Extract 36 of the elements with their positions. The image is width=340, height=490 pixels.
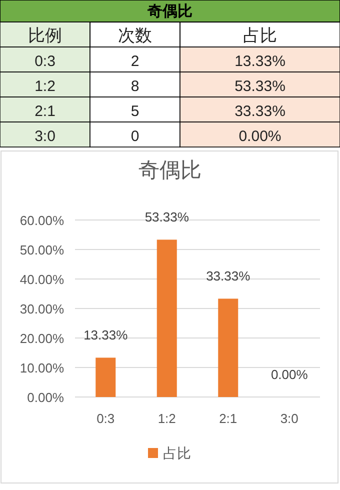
- bar: [218, 298, 238, 397]
- y-tick-label: 10.00%: [20, 360, 64, 376]
- text: 0.00%: [270, 367, 308, 382]
- y-tick-label: 0.00%: [27, 390, 64, 405]
- chart-title: 奇偶比: [138, 159, 202, 182]
- text: 53.33%: [234, 78, 286, 95]
- text: 2:1: [34, 103, 56, 120]
- y-tick-label: 20.00%: [20, 331, 64, 346]
- text: 33.33%: [206, 268, 250, 284]
- text: 13.33%: [84, 328, 128, 343]
- y-tick-label: 40.00%: [20, 272, 64, 287]
- x-tick-label: 3:0: [280, 411, 298, 426]
- y-tick-label: 60.00%: [20, 213, 64, 228]
- text: 0: [130, 128, 140, 145]
- category-label: 占比: [243, 26, 277, 45]
- x-tick-label: 0:3: [96, 411, 115, 426]
- y-tick-label: 30.00%: [20, 302, 64, 316]
- legend-label: 占比: [163, 445, 191, 461]
- bar: [156, 240, 177, 397]
- category-label: 比例: [28, 26, 62, 45]
- text: 1:2: [34, 78, 56, 95]
- text: 奇偶比: [146, 3, 192, 20]
- x-tick-label: 2:1: [219, 411, 238, 426]
- text: 33.33%: [234, 103, 286, 120]
- text: 8: [130, 78, 140, 95]
- text: 0.00%: [238, 128, 282, 145]
- text: 53.33%: [144, 210, 189, 225]
- x-tick-label: 1:2: [158, 411, 176, 426]
- y-tick-label: 50.00%: [20, 242, 64, 258]
- text: 0:3: [34, 53, 56, 70]
- category-label: 次数: [118, 26, 152, 45]
- text: 13.33%: [234, 53, 286, 70]
- bar: [96, 358, 116, 397]
- text: 3:0: [34, 128, 56, 145]
- text: 5: [130, 103, 140, 120]
- text: 2: [130, 53, 140, 70]
